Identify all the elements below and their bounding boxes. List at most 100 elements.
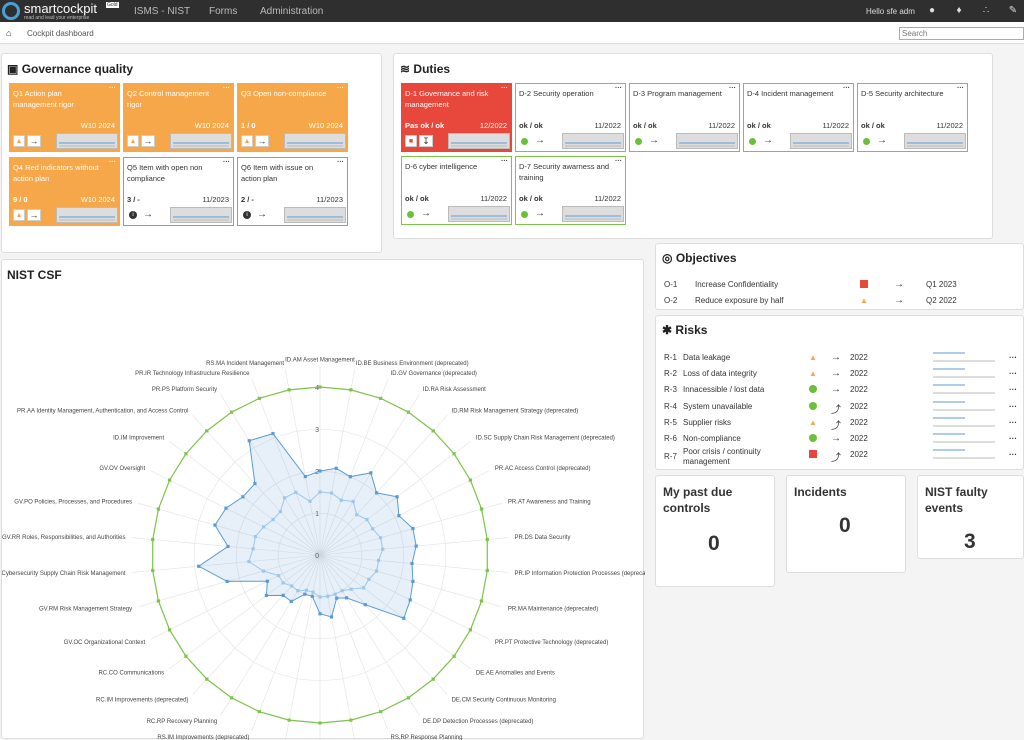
governance-card[interactable]: Q2 Control management rigor ··· W10 2024 ▲ → xyxy=(123,83,234,152)
radar-category-label: ID.RM Risk Management Strategy (deprecat… xyxy=(452,409,579,415)
warning-icon: ▲ xyxy=(860,296,868,305)
card-menu-icon[interactable]: ··· xyxy=(109,159,116,166)
risk-menu-icon[interactable]: ··· xyxy=(1009,385,1017,395)
kpi-title: NIST faulty events xyxy=(925,485,988,515)
duties-card[interactable]: D-4 Incident management ··· ok / ok 11/2022… xyxy=(743,83,854,152)
radar-point xyxy=(335,596,339,600)
risk-menu-icon[interactable]: ··· xyxy=(1009,434,1017,443)
edit-icon[interactable]: ✎ xyxy=(1008,5,1018,16)
radar-category-label: RC.CO Communications xyxy=(98,671,164,677)
radar-spoke xyxy=(131,554,321,573)
radar-point xyxy=(452,654,456,658)
radar-point xyxy=(304,588,308,592)
governance-card[interactable]: Q5 Item with open non compliance ··· 3 / -… xyxy=(123,157,234,226)
card-menu-icon[interactable]: ··· xyxy=(615,85,622,92)
kpi-value: 0 xyxy=(708,532,720,555)
breadcrumb[interactable]: Cockpit dashboard xyxy=(27,29,94,38)
card-menu-icon[interactable]: ··· xyxy=(223,85,230,92)
user-greeting[interactable]: Hello sfe adm xyxy=(866,7,915,16)
radar-category-label: PR.DS Data Security xyxy=(514,535,570,541)
risk-name[interactable]: Poor crisis / continuity management xyxy=(683,447,761,467)
duties-card[interactable]: D-7 Security awarness and training ··· ok … xyxy=(515,156,626,225)
duties-card[interactable]: D-1 Governance and risk management ··· Pas… xyxy=(401,83,512,152)
duties-card[interactable]: D-2 Security operation ··· ok / ok 11/2022 → xyxy=(515,83,626,152)
card-value: ok / ok xyxy=(633,121,657,130)
duties-card[interactable]: D-3 Program management ··· ok / ok 11/2022 → xyxy=(629,83,740,152)
radar-point xyxy=(371,527,375,531)
status-square-icon xyxy=(860,280,868,288)
governance-card[interactable]: Q4 Red indicators without action plan ···… xyxy=(9,157,120,226)
governance-card[interactable]: Q3 Open non-compliance ··· 1 / 0 W10 2024 ▲ → xyxy=(237,83,348,152)
risk-menu-icon[interactable]: ··· xyxy=(1009,401,1017,411)
radar-point xyxy=(369,471,373,475)
card-date: W10 2024 xyxy=(80,121,115,130)
card-menu-icon[interactable]: ··· xyxy=(109,85,116,92)
share-icon[interactable]: ∴ xyxy=(982,5,990,16)
search-input[interactable] xyxy=(899,27,1024,40)
radar-point xyxy=(431,677,435,681)
risk-name[interactable]: Data leakage xyxy=(683,353,731,362)
objective-name[interactable]: Reduce exposure by half xyxy=(695,296,784,305)
radar-point xyxy=(410,561,414,566)
card-menu-icon[interactable]: ··· xyxy=(957,85,964,92)
governance-card[interactable]: Q1 Action plan management rigor ··· W10 20… xyxy=(9,83,120,152)
nav-isms-nist[interactable]: ISMS - NIST xyxy=(134,6,191,17)
card-menu-icon[interactable]: ··· xyxy=(501,85,508,92)
sparkline xyxy=(284,133,346,149)
duties-card[interactable]: D-5 Security architecture ··· ok / ok 11/20… xyxy=(857,83,968,152)
risk-menu-icon[interactable]: ··· xyxy=(1009,450,1017,460)
radar-spoke xyxy=(285,554,321,740)
radar-point xyxy=(355,513,359,517)
kpi-past-due-controls[interactable]: My past due controls 0 xyxy=(655,475,775,587)
trend-arrow: → xyxy=(141,135,155,147)
duties-card[interactable]: D-6 cyber intelligence ··· ok / ok 11/2022 → xyxy=(401,156,512,225)
risk-name[interactable]: Loss of data integrity xyxy=(683,369,757,379)
card-menu-icon[interactable]: ··· xyxy=(337,85,344,92)
kpi-incidents[interactable]: Incidents 0 xyxy=(786,475,906,573)
nav-administration[interactable]: Administration xyxy=(260,6,324,17)
radar-point xyxy=(452,452,456,456)
card-menu-icon[interactable]: ··· xyxy=(223,159,230,166)
radar-point xyxy=(414,544,418,548)
radar-point xyxy=(411,526,415,531)
home-icon[interactable]: ⌂ xyxy=(6,28,12,38)
kpi-nist-faulty-events[interactable]: NIST faulty events 3 xyxy=(917,475,1024,559)
governance-card[interactable]: Q6 Item with issue on action plan ··· 2 / … xyxy=(237,157,348,226)
risk-id: R-3 xyxy=(664,385,677,395)
risk-menu-icon[interactable]: ··· xyxy=(1009,417,1017,427)
bell-icon[interactable]: ♦ xyxy=(956,5,962,16)
card-menu-icon[interactable]: ··· xyxy=(615,158,622,165)
radar-category-label: RC.IM Improvements (deprecated) xyxy=(96,697,188,703)
card-menu-icon[interactable]: ··· xyxy=(843,85,850,92)
radar-point xyxy=(329,491,334,495)
app-logo[interactable]: smartcockpit read and lead your enterpri… xyxy=(2,2,119,21)
radar-point xyxy=(406,696,411,700)
risk-name[interactable]: Supplier risks xyxy=(683,417,732,427)
card-value: 3 / - xyxy=(127,195,140,204)
card-date: W10 2024 xyxy=(308,121,343,130)
risk-name[interactable]: Non-compliance xyxy=(683,434,741,443)
objective-name[interactable]: Increase Confidentiality xyxy=(695,280,779,289)
risk-id: R-5 xyxy=(664,417,677,427)
card-title: Q4 Red indicators without action plan xyxy=(13,163,99,183)
card-date: 11/2022 xyxy=(480,194,507,203)
nav-forms[interactable]: Forms xyxy=(209,6,238,17)
risk-name[interactable]: System unavailable xyxy=(683,401,753,411)
logo-edition: Gold xyxy=(106,2,119,8)
card-menu-icon[interactable]: ··· xyxy=(501,158,508,165)
risk-menu-icon[interactable]: ··· xyxy=(1009,369,1017,379)
risk-menu-icon[interactable]: ··· xyxy=(1009,353,1017,362)
sparkline xyxy=(56,133,118,149)
card-date: 12/2022 xyxy=(479,121,507,130)
risk-status: ▲ xyxy=(809,418,817,427)
user-icon[interactable]: ● xyxy=(928,5,936,16)
radar-point xyxy=(411,579,415,584)
radar-point xyxy=(168,628,172,632)
radar-spoke xyxy=(220,554,321,716)
trend-arrow: → xyxy=(143,209,153,220)
risk-name[interactable]: Innacessible / lost data xyxy=(683,385,765,395)
card-menu-icon[interactable]: ··· xyxy=(729,85,736,92)
risk-year: 2022 xyxy=(850,434,868,443)
card-value: ok / ok xyxy=(519,121,543,130)
card-menu-icon[interactable]: ··· xyxy=(337,159,344,166)
